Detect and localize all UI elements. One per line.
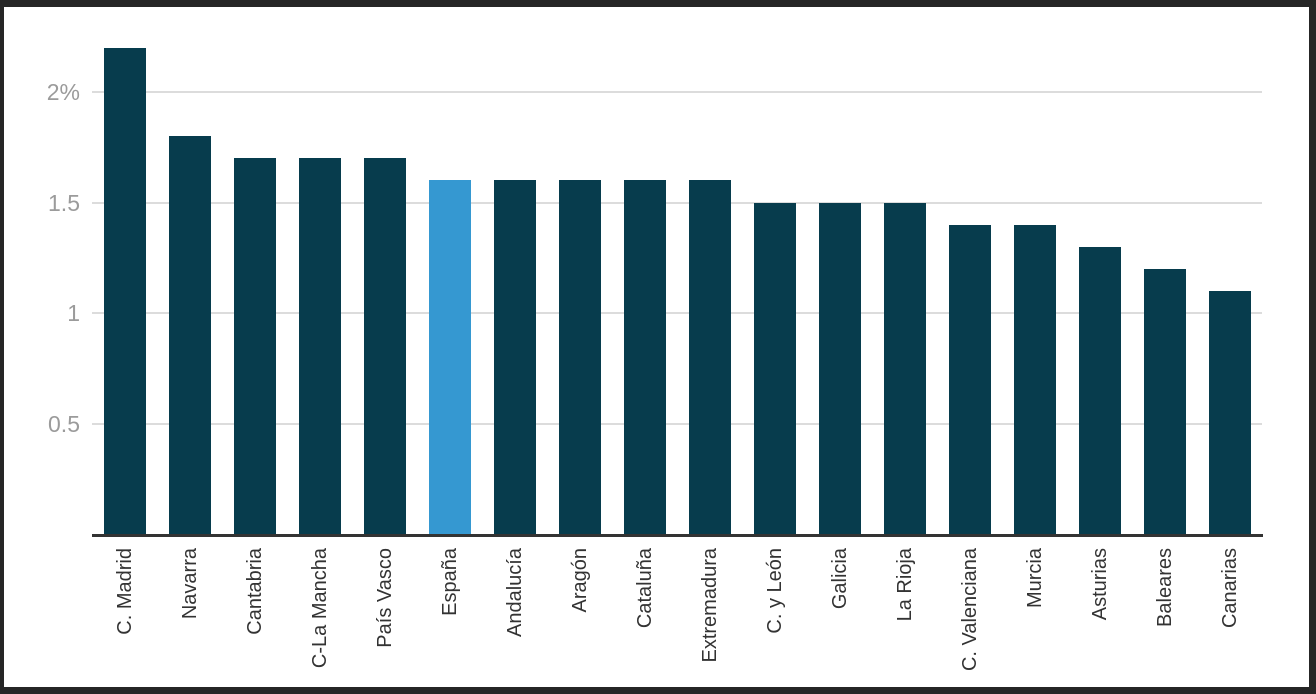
bar-cantabria: [233, 158, 276, 534]
x-axis-label: C. y León: [763, 548, 786, 634]
bar-pa-s-vasco: [363, 158, 406, 534]
x-label-slot: Cataluña: [612, 548, 677, 671]
bar-slot: [417, 7, 482, 534]
bar-slot: [352, 7, 417, 534]
x-label-slot: C-La Mancha: [287, 548, 352, 671]
bar-slot: [807, 7, 872, 534]
bar-slot: [872, 7, 937, 534]
x-axis-label: C. Valenciana: [958, 548, 981, 672]
x-label-slot: Andalucía: [482, 548, 547, 671]
bar-slot: [482, 7, 547, 534]
bar-galicia: [818, 202, 861, 534]
x-axis-label: Cantabria: [243, 548, 266, 635]
x-label-slot: Galicia: [807, 548, 872, 671]
x-axis-label: Andalucía: [503, 548, 526, 637]
bar-c-y-le-n: [753, 202, 796, 534]
grid-line: [92, 201, 1262, 204]
x-label-slot: Cantabria: [222, 548, 287, 671]
x-label-slot: Extremadura: [677, 548, 742, 671]
grid-line: [92, 312, 1262, 314]
x-axis-label: C. Madrid: [113, 548, 136, 635]
x-label-slot: País Vasco: [352, 548, 417, 671]
bar-slot: [742, 7, 807, 534]
y-axis-tick-label: 2%: [46, 79, 80, 105]
bar-slot: [612, 7, 677, 534]
x-axis-label: Galicia: [828, 548, 851, 610]
y-axis-tick-label: 1.5: [48, 189, 80, 216]
bar-espa-a: [428, 180, 471, 534]
bar-catalu-a: [623, 180, 666, 534]
bar-c-valenciana: [948, 224, 991, 534]
bar-navarra: [168, 136, 211, 534]
bar-slot: [287, 7, 352, 534]
x-label-slot: España: [417, 548, 482, 671]
x-axis-labels: C. Madrid Navarra Cantabria C-La Mancha País…: [92, 548, 1262, 671]
bar-extremadura: [688, 180, 731, 534]
x-label-slot: C. Madrid: [92, 548, 157, 671]
x-axis-label: Canarias: [1218, 548, 1241, 629]
bar-slot: [1132, 7, 1197, 534]
bar-slot: [1197, 7, 1262, 534]
x-label-slot: Asturias: [1067, 548, 1132, 671]
x-axis-label: Navarra: [178, 548, 201, 620]
bar-andaluc-a: [493, 180, 536, 534]
x-label-slot: Aragón: [547, 548, 612, 671]
grid-line: [92, 91, 1262, 93]
y-axis-tick-label: 1: [67, 300, 80, 326]
bar-slot: [222, 7, 287, 534]
x-axis-label: Baleares: [1153, 548, 1176, 627]
x-label-slot: Navarra: [157, 548, 222, 671]
x-axis-label: País Vasco: [373, 548, 396, 648]
bar-arag-n: [558, 180, 601, 534]
bar-chart: 0.5 1 1.5 2% C. Madrid Navarra Cantabria C-La M…: [4, 7, 1309, 687]
bar-canarias: [1208, 290, 1251, 534]
bar-slot: [92, 7, 157, 534]
bar-c-la-mancha: [298, 158, 341, 534]
grid-line: [92, 422, 1262, 425]
x-axis-label: C-La Mancha: [308, 548, 331, 669]
bar-slot: [547, 7, 612, 534]
x-axis-label: Asturias: [1088, 548, 1111, 621]
bar-la-rioja: [883, 202, 926, 534]
bar-slot: [1002, 7, 1067, 534]
x-label-slot: Baleares: [1132, 548, 1197, 671]
bars-group: [92, 7, 1262, 534]
x-axis-label: Extremadura: [698, 548, 721, 663]
bar-slot: [157, 7, 222, 534]
bar-asturias: [1078, 246, 1121, 534]
x-label-slot: C. y León: [742, 548, 807, 671]
y-axis-tick-label: 0.5: [48, 410, 80, 437]
x-label-slot: La Rioja: [872, 548, 937, 671]
bar-slot: [937, 7, 1002, 534]
x-axis-label: Murcia: [1023, 548, 1046, 609]
x-axis-label: Aragón: [568, 548, 591, 613]
x-axis-label: Cataluña: [633, 548, 656, 629]
x-label-slot: Canarias: [1197, 548, 1262, 671]
x-label-slot: C. Valenciana: [937, 548, 1002, 671]
bar-murcia: [1013, 224, 1056, 534]
x-axis-label: La Rioja: [893, 548, 916, 622]
bar-c-madrid: [103, 47, 146, 534]
x-axis-label: España: [438, 548, 461, 616]
bar-slot: [677, 7, 742, 534]
bar-baleares: [1143, 268, 1186, 534]
bar-slot: [1067, 7, 1132, 534]
x-label-slot: Murcia: [1002, 548, 1067, 671]
x-axis-line: [92, 534, 1263, 537]
